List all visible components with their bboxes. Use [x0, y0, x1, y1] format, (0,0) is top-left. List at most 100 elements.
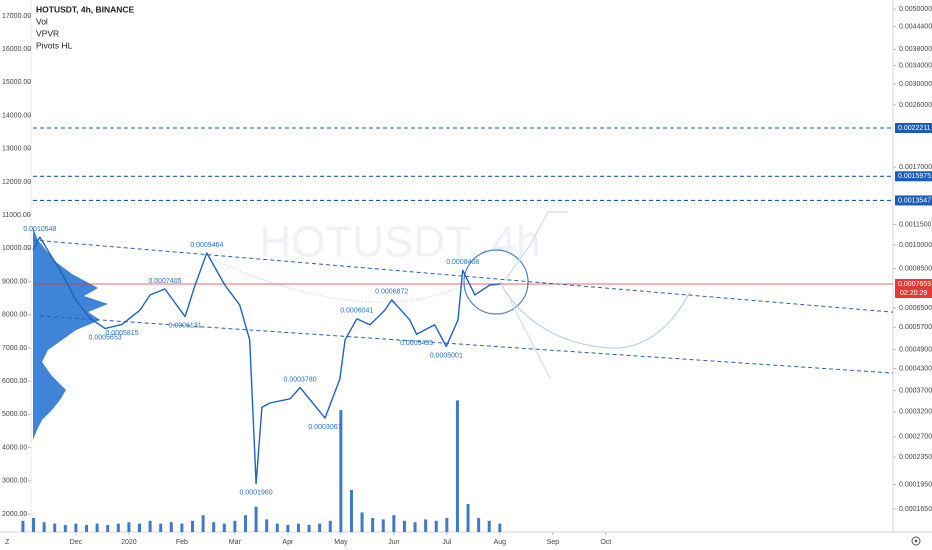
symbol-title: HOTUSDT, 4h, BINANCE — [36, 4, 135, 14]
volume-bar — [21, 520, 25, 532]
volume-bar — [42, 522, 46, 532]
volume-bar — [349, 490, 353, 532]
volume-bar — [222, 523, 226, 532]
pivot-label: 0.0005435 — [400, 340, 433, 347]
y2-tick-label: 0.0001950 — [899, 481, 932, 488]
pivot-label: 0.0003067 — [308, 424, 341, 431]
volume-bar — [254, 506, 258, 532]
y-tick-label: 17000.00 — [2, 13, 31, 20]
y-tick-label: 11000.00 — [2, 212, 31, 219]
volume-bar — [63, 525, 67, 532]
volume-bar — [53, 523, 57, 532]
volume-bar — [339, 410, 343, 532]
pivot-label: 0.0009464 — [190, 242, 223, 249]
volume-bar — [413, 522, 417, 532]
price-line — [32, 236, 500, 485]
y2-tick-label: 0.0002700 — [899, 434, 932, 441]
volume-bar — [159, 523, 163, 532]
volume-bar — [243, 515, 247, 532]
y2-tick-label: 0.0006500 — [899, 305, 932, 312]
x-tick-label: Jul — [442, 539, 451, 546]
x-tick-label: Feb — [176, 539, 188, 546]
last-price-tag — [895, 279, 932, 299]
volume-bar — [275, 523, 279, 532]
x-tick-label: 2020 — [121, 539, 137, 546]
level-tag — [895, 171, 932, 182]
volume-bar — [371, 518, 375, 532]
y2-tick-label: 0.0034000 — [899, 62, 932, 69]
x-tick-label: Aug — [494, 539, 507, 546]
x-tick-label: Jun — [388, 539, 399, 546]
y2-tick-label: 0.0004300 — [899, 365, 932, 372]
level-tag-label: 0.0022211 — [898, 125, 931, 132]
volume-bar — [138, 523, 142, 532]
volume-bar — [466, 504, 470, 532]
x-tick-label: Apr — [282, 539, 294, 546]
pivot-label: 0.0008408 — [446, 259, 479, 266]
pivot-label: 0.0005001 — [430, 352, 463, 359]
trendline — [39, 315, 894, 374]
pivot-label: 0.0003780 — [284, 376, 317, 383]
y2-tick-label: 0.0030000 — [899, 81, 932, 88]
y2-tick-label: 0.0026000 — [899, 102, 932, 109]
zoom-button[interactable]: Z — [5, 539, 10, 546]
level-tag — [895, 195, 932, 206]
volume-bar — [307, 525, 311, 532]
y2-tick-label: 0.0017000 — [899, 164, 932, 171]
y-tick-label: 14000.00 — [2, 112, 31, 119]
volume-bar — [127, 522, 131, 532]
volume-bar — [360, 512, 364, 532]
volume-bar — [74, 523, 78, 532]
level-tag — [895, 122, 932, 133]
volume-bar — [445, 518, 449, 532]
volume-bar — [116, 523, 120, 532]
y-tick-label: 16000.00 — [2, 46, 31, 53]
y2-tick-label: 0.0005700 — [899, 324, 932, 331]
volume-bar — [381, 519, 385, 532]
y2-tick-label: 0.0044400 — [899, 23, 932, 30]
volume-bar — [106, 525, 110, 532]
y2-tick-label: 0.0038000 — [899, 46, 932, 53]
y2-tick-label: 0.0003700 — [899, 387, 932, 394]
y-tick-label: 6000.00 — [2, 378, 27, 385]
volume-bar — [32, 518, 36, 532]
y2-tick-label: 0.0011500 — [899, 221, 932, 228]
indicator-label: VPVR — [36, 28, 59, 38]
volume-bar — [402, 520, 406, 532]
pivot-label: 0.0005815 — [105, 330, 138, 337]
indicator-label: Pivots HL — [36, 40, 73, 50]
volume-bar — [180, 523, 184, 532]
y-tick-label: 7000.00 — [2, 345, 27, 352]
x-tick-label: Sep — [547, 539, 560, 546]
pivot-label: 0.0006041 — [340, 308, 373, 315]
volume-bar — [487, 520, 491, 532]
countdown: 02:20:29 — [900, 290, 927, 297]
indicator-label: Vol — [36, 16, 48, 26]
volume-bar — [212, 522, 216, 532]
y-tick-label: 15000.00 — [2, 79, 31, 86]
watermark: HOTUSDT, 4h — [259, 218, 540, 267]
y-tick-label: 9000.00 — [2, 278, 27, 285]
volume-bar — [296, 523, 300, 532]
y-tick-label: 5000.00 — [2, 411, 27, 418]
trendline — [32, 239, 894, 313]
volume-bar — [318, 523, 322, 532]
y2-tick-label: 0.0050000 — [899, 6, 932, 13]
volume-bar — [233, 520, 237, 532]
volume-bar — [424, 519, 428, 532]
volume-bar — [477, 518, 481, 532]
volume-bar — [498, 523, 502, 532]
volume-bar — [169, 522, 173, 532]
level-tag-label: 0.0013547 — [898, 197, 931, 204]
dotted-arc — [209, 257, 471, 303]
pivot-label: 0.0007405 — [148, 278, 181, 285]
pivot-label: 0.0001960 — [240, 490, 273, 497]
y-tick-label: 3000.00 — [2, 478, 27, 485]
volume-bar — [265, 519, 269, 532]
x-tick-label: May — [334, 539, 348, 546]
settings-icon[interactable] — [911, 536, 921, 546]
pivot-label: 0.0010548 — [23, 226, 56, 233]
y2-tick-label: 0.0004900 — [899, 346, 932, 353]
